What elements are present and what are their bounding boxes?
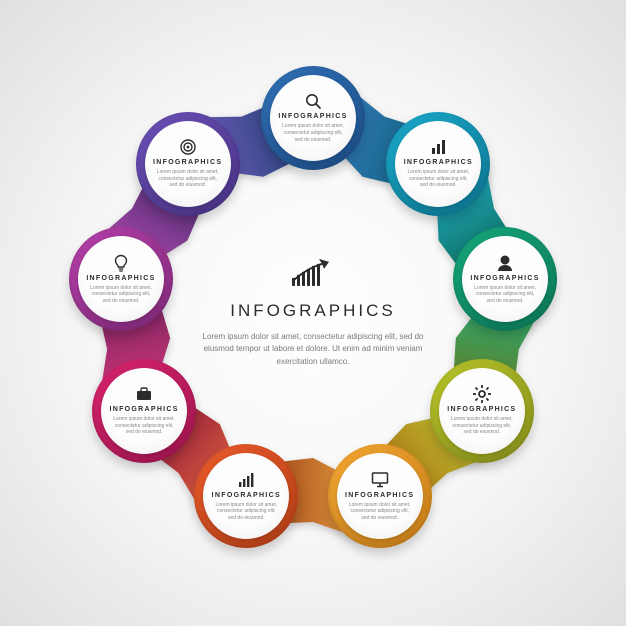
node-disc: INFOGRAPHICS Lorem ipsum dolor sit amet, … xyxy=(203,453,289,539)
infographic-node: INFOGRAPHICS Lorem ipsum dolor sit amet, … xyxy=(136,112,240,216)
node-title: INFOGRAPHICS xyxy=(212,492,281,499)
node-title: INFOGRAPHICS xyxy=(404,159,473,166)
node-disc: INFOGRAPHICS Lorem ipsum dolor sit amet, … xyxy=(337,453,423,539)
node-description: Lorem ipsum dolor sit amet, consectetur … xyxy=(403,169,473,189)
node-description: Lorem ipsum dolor sit amet, consectetur … xyxy=(447,416,517,436)
node-description: Lorem ipsum dolor sit amet, consectetur … xyxy=(470,285,540,305)
node-description: Lorem ipsum dolor sit amet, consectetur … xyxy=(278,123,348,143)
bar-chart-icon xyxy=(429,138,447,156)
rising-bars-icon xyxy=(237,471,255,489)
monitor-icon xyxy=(371,471,389,489)
node-title: INFOGRAPHICS xyxy=(470,275,539,282)
growth-bars-arrow-icon xyxy=(290,258,336,293)
lightbulb-icon xyxy=(112,254,130,272)
center-description: Lorem ipsum dolor sit amet, consectetur … xyxy=(193,331,433,368)
node-title: INFOGRAPHICS xyxy=(153,159,222,166)
node-title: INFOGRAPHICS xyxy=(278,113,347,120)
node-description: Lorem ipsum dolor sit amet, consectetur … xyxy=(109,416,179,436)
infographic-node: INFOGRAPHICS Lorem ipsum dolor sit amet, … xyxy=(328,444,432,548)
gear-icon xyxy=(473,385,491,403)
infographic-node: INFOGRAPHICS Lorem ipsum dolor sit amet, … xyxy=(92,359,196,463)
node-title: INFOGRAPHICS xyxy=(109,406,178,413)
node-disc: INFOGRAPHICS Lorem ipsum dolor sit amet, … xyxy=(462,236,548,322)
node-disc: INFOGRAPHICS Lorem ipsum dolor sit amet, … xyxy=(145,121,231,207)
infographic-node: INFOGRAPHICS Lorem ipsum dolor sit amet, … xyxy=(453,227,557,331)
node-description: Lorem ipsum dolor sit amet, consectetur … xyxy=(86,285,156,305)
node-disc: INFOGRAPHICS Lorem ipsum dolor sit amet, … xyxy=(439,368,525,454)
node-description: Lorem ipsum dolor sit amet, consectetur … xyxy=(211,502,281,522)
briefcase-icon xyxy=(135,385,153,403)
infographic-node: INFOGRAPHICS Lorem ipsum dolor sit amet, … xyxy=(69,227,173,331)
node-description: Lorem ipsum dolor sit amet, consectetur … xyxy=(345,502,415,522)
infographic-node: INFOGRAPHICS Lorem ipsum dolor sit amet, … xyxy=(194,444,298,548)
center-title: INFOGRAPHICS xyxy=(193,301,433,321)
magnifier-icon xyxy=(304,92,322,110)
center-block: INFOGRAPHICS Lorem ipsum dolor sit amet,… xyxy=(193,258,433,368)
node-disc: INFOGRAPHICS Lorem ipsum dolor sit amet, … xyxy=(101,368,187,454)
node-title: INFOGRAPHICS xyxy=(447,406,516,413)
infographic-node: INFOGRAPHICS Lorem ipsum dolor sit amet, … xyxy=(430,359,534,463)
node-title: INFOGRAPHICS xyxy=(345,492,414,499)
node-disc: INFOGRAPHICS Lorem ipsum dolor sit amet, … xyxy=(270,75,356,161)
node-disc: INFOGRAPHICS Lorem ipsum dolor sit amet, … xyxy=(78,236,164,322)
infographic-node: INFOGRAPHICS Lorem ipsum dolor sit amet, … xyxy=(386,112,490,216)
node-disc: INFOGRAPHICS Lorem ipsum dolor sit amet, … xyxy=(395,121,481,207)
node-description: Lorem ipsum dolor sit amet, consectetur … xyxy=(153,169,223,189)
target-icon xyxy=(179,138,197,156)
node-title: INFOGRAPHICS xyxy=(86,275,155,282)
person-head-icon xyxy=(496,254,514,272)
infographic-stage: INFOGRAPHICS Lorem ipsum dolor sit amet, … xyxy=(43,43,583,583)
infographic-node: INFOGRAPHICS Lorem ipsum dolor sit amet, … xyxy=(261,66,365,170)
